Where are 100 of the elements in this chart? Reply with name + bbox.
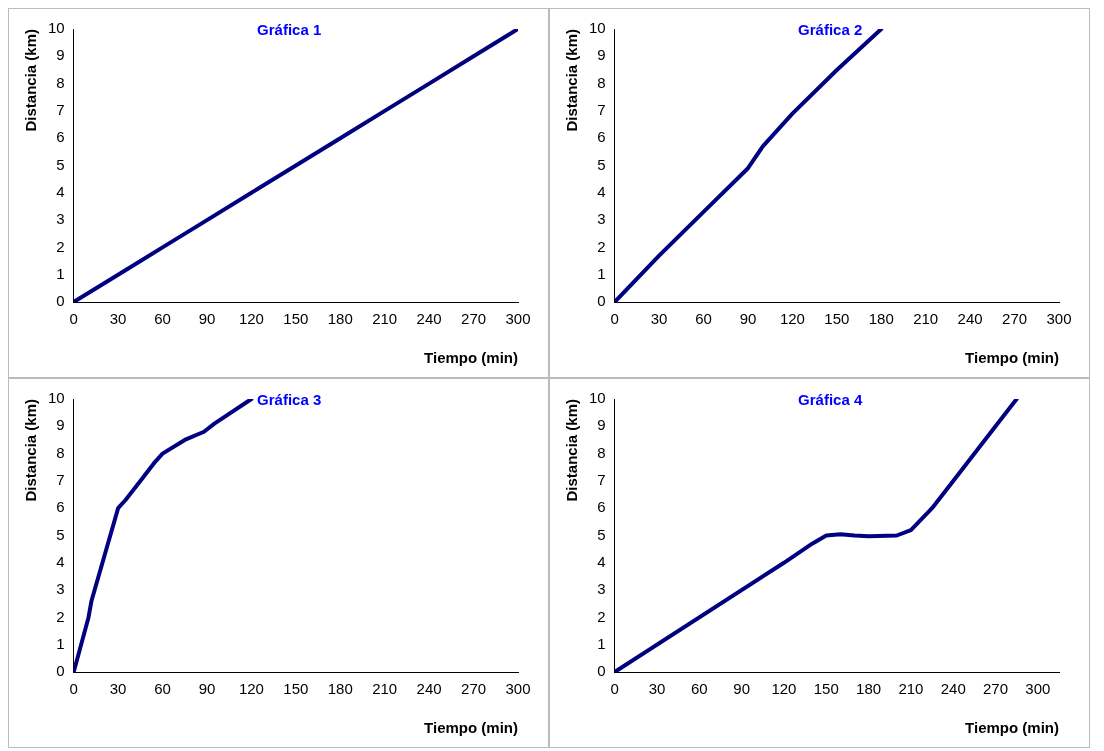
y-tick-label: 1 xyxy=(597,634,606,652)
chart-title: Gráfica 1 xyxy=(257,20,322,38)
y-tick-label: 7 xyxy=(56,101,65,119)
x-axis-title: Tiempo (min) xyxy=(424,349,518,367)
x-axis-title: Tiempo (min) xyxy=(965,719,1059,737)
y-tick-label: 9 xyxy=(597,46,606,64)
chart-title: Gráfica 4 xyxy=(798,390,863,408)
x-tick-label: 0 xyxy=(69,680,78,698)
x-tick-label: 180 xyxy=(327,310,353,328)
x-tick-label: 150 xyxy=(283,680,309,698)
x-tick-label: 150 xyxy=(813,680,839,698)
y-tick-label: 6 xyxy=(597,128,606,146)
x-tick-label: 240 xyxy=(940,680,966,698)
y-tick-label: 8 xyxy=(56,73,65,91)
y-tick-label: 10 xyxy=(589,389,606,407)
x-tick-label: 300 xyxy=(1046,310,1072,328)
y-tick-label: 10 xyxy=(48,389,65,407)
x-tick-label: 210 xyxy=(913,310,939,328)
x-tick-label: 90 xyxy=(733,680,750,698)
x-tick-label: 300 xyxy=(505,680,531,698)
y-tick-label: 7 xyxy=(56,471,65,489)
y-tick-label: 4 xyxy=(56,182,65,200)
x-tick-label: 300 xyxy=(1025,680,1051,698)
x-tick-label: 150 xyxy=(824,310,850,328)
x-tick-label: 60 xyxy=(695,310,712,328)
x-tick-label: 270 xyxy=(1002,310,1028,328)
x-tick-label: 60 xyxy=(154,310,171,328)
y-axis-title: Distancia (km) xyxy=(22,29,40,132)
y-tick-label: 9 xyxy=(56,46,65,64)
x-tick-label: 30 xyxy=(109,680,127,698)
y-tick-label: 8 xyxy=(56,443,65,461)
x-tick-label: 120 xyxy=(238,310,264,328)
y-tick-label: 6 xyxy=(56,128,65,146)
y-tick-label: 7 xyxy=(597,101,606,119)
y-axis-title: Distancia (km) xyxy=(22,399,40,502)
y-tick-label: 5 xyxy=(56,525,65,543)
x-tick-label: 210 xyxy=(898,680,924,698)
x-tick-label: 240 xyxy=(957,310,983,328)
x-axis-title: Tiempo (min) xyxy=(965,349,1059,367)
y-tick-label: 2 xyxy=(56,237,65,255)
y-tick-label: 5 xyxy=(597,155,606,173)
x-tick-label: 180 xyxy=(868,310,894,328)
y-tick-label: 3 xyxy=(597,580,606,598)
x-tick-label: 30 xyxy=(648,680,666,698)
x-tick-label: 120 xyxy=(779,310,805,328)
y-tick-label: 10 xyxy=(589,19,606,37)
x-tick-label: 210 xyxy=(372,680,398,698)
x-tick-label: 30 xyxy=(650,310,668,328)
y-tick-label: 6 xyxy=(597,498,606,516)
y-axis-title: Distancia (km) xyxy=(563,29,581,132)
chart-title: Gráfica 3 xyxy=(257,390,322,408)
y-tick-label: 2 xyxy=(56,607,65,625)
y-tick-label: 8 xyxy=(597,73,606,91)
x-tick-label: 90 xyxy=(739,310,757,328)
x-tick-label: 30 xyxy=(109,310,127,328)
y-tick-label: 9 xyxy=(597,416,606,434)
x-tick-label: 300 xyxy=(505,310,531,328)
x-axis-title: Tiempo (min) xyxy=(424,719,518,737)
y-tick-label: 4 xyxy=(56,552,65,570)
x-tick-label: 90 xyxy=(198,680,216,698)
x-tick-label: 240 xyxy=(416,680,442,698)
x-tick-label: 270 xyxy=(983,680,1009,698)
y-tick-label: 1 xyxy=(56,264,65,282)
y-tick-label: 2 xyxy=(597,607,606,625)
y-tick-label: 6 xyxy=(56,498,65,516)
y-tick-label: 7 xyxy=(597,471,606,489)
x-tick-label: 0 xyxy=(69,310,78,328)
y-tick-label: 9 xyxy=(56,416,65,434)
x-tick-label: 60 xyxy=(154,680,171,698)
y-tick-label: 3 xyxy=(56,580,65,598)
x-tick-label: 0 xyxy=(610,310,619,328)
chart-title: Gráfica 2 xyxy=(798,20,863,38)
x-tick-label: 120 xyxy=(771,680,797,698)
y-axis-title: Distancia (km) xyxy=(563,399,581,502)
y-tick-label: 0 xyxy=(597,662,606,680)
y-tick-label: 1 xyxy=(56,634,65,652)
y-tick-label: 4 xyxy=(597,552,606,570)
x-tick-label: 240 xyxy=(416,310,442,328)
x-tick-label: 270 xyxy=(461,310,487,328)
x-tick-label: 150 xyxy=(283,310,309,328)
y-tick-label: 0 xyxy=(56,662,65,680)
y-tick-label: 1 xyxy=(597,264,606,282)
y-tick-label: 0 xyxy=(597,292,606,310)
x-tick-label: 210 xyxy=(372,310,398,328)
x-tick-label: 0 xyxy=(610,680,619,698)
x-tick-label: 180 xyxy=(327,680,353,698)
x-tick-label: 120 xyxy=(238,680,264,698)
y-tick-label: 3 xyxy=(597,210,606,228)
y-tick-label: 8 xyxy=(597,443,606,461)
x-tick-label: 180 xyxy=(856,680,882,698)
x-tick-label: 270 xyxy=(461,680,487,698)
x-tick-label: 60 xyxy=(690,680,708,698)
y-tick-label: 0 xyxy=(56,292,65,310)
y-tick-label: 3 xyxy=(56,210,65,228)
y-tick-label: 10 xyxy=(48,19,65,37)
y-tick-label: 5 xyxy=(597,525,606,543)
x-tick-label: 90 xyxy=(198,310,216,328)
y-tick-label: 2 xyxy=(597,237,606,255)
y-tick-label: 5 xyxy=(56,155,65,173)
y-tick-label: 4 xyxy=(597,182,606,200)
